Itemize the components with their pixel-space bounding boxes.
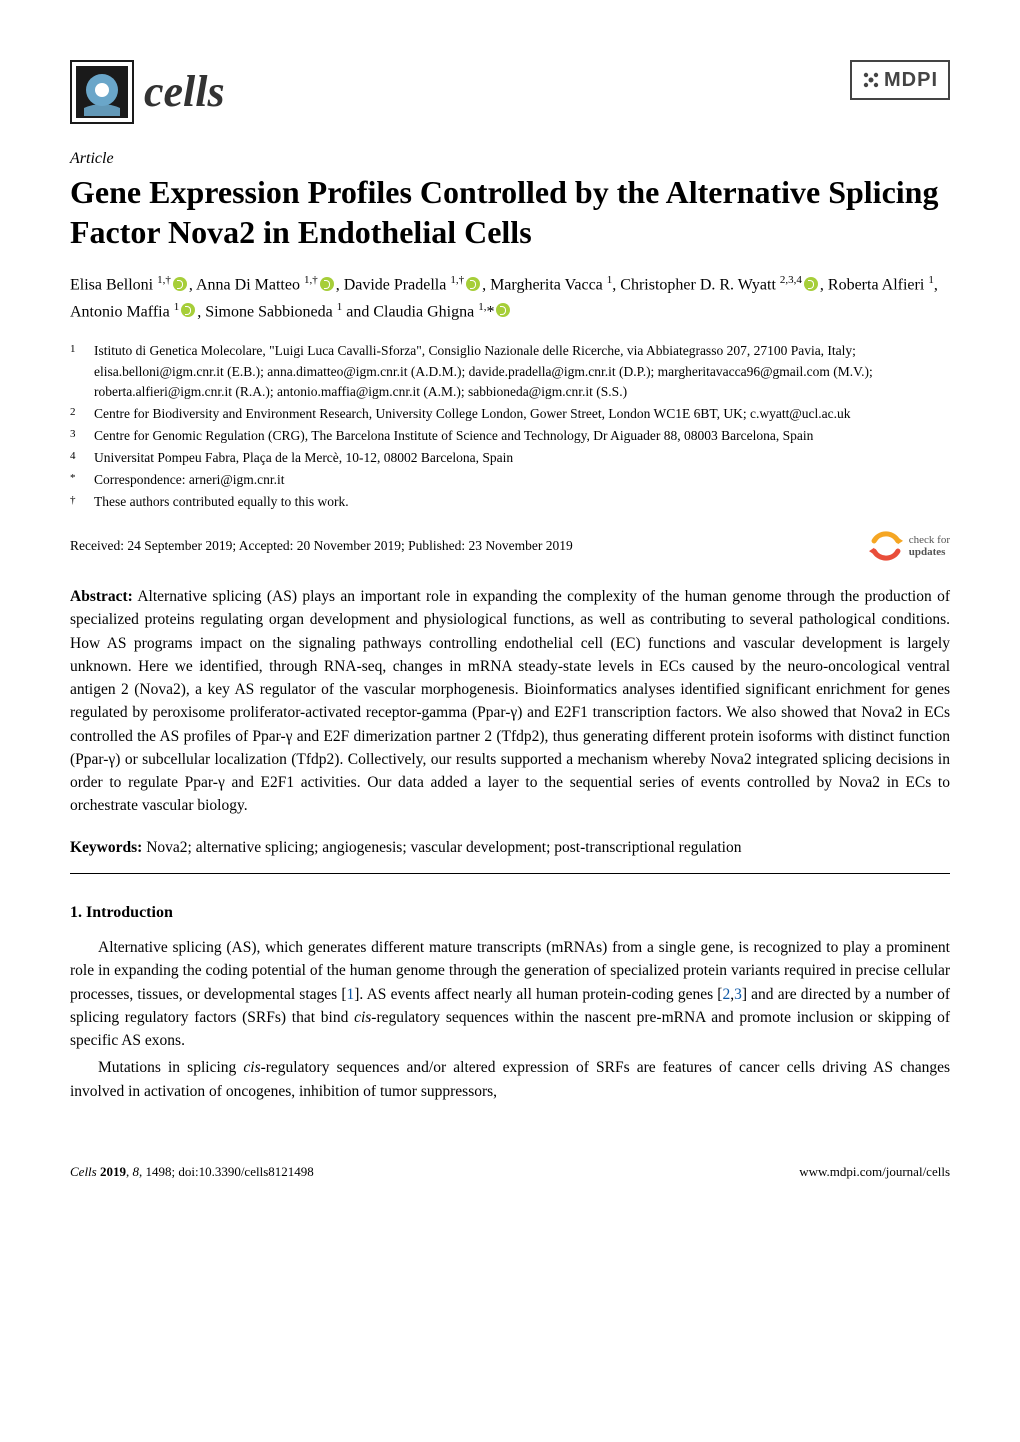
affiliation-text: Centre for Genomic Regulation (CRG), The… bbox=[94, 428, 813, 443]
article-title: Gene Expression Profiles Controlled by t… bbox=[70, 172, 950, 252]
cells-logo-icon bbox=[70, 60, 134, 124]
check-updates-icon bbox=[869, 529, 903, 563]
affiliation-text: Istituto di Genetica Molecolare, "Luigi … bbox=[94, 343, 873, 400]
abstract-label: Abstract: bbox=[70, 588, 133, 605]
keywords-label: Keywords: bbox=[70, 839, 142, 856]
abstract-text: Alternative splicing (AS) plays an impor… bbox=[70, 588, 950, 814]
intro-para-1: Alternative splicing (AS), which generat… bbox=[70, 936, 950, 1052]
check-updates-line2: updates bbox=[909, 546, 946, 558]
journal-name: cells bbox=[144, 61, 225, 123]
article-type: Article bbox=[70, 148, 950, 170]
check-updates-text: check for updates bbox=[909, 534, 950, 558]
affiliation-item: 2Centre for Biodiversity and Environment… bbox=[94, 404, 950, 425]
affiliation-item: †These authors contributed equally to th… bbox=[94, 492, 950, 513]
affiliation-item: 3Centre for Genomic Regulation (CRG), Th… bbox=[94, 426, 950, 447]
received-accepted-published: Received: 24 September 2019; Accepted: 2… bbox=[70, 537, 573, 556]
affiliation-marker: * bbox=[70, 470, 76, 487]
affiliation-text: These authors contributed equally to thi… bbox=[94, 494, 349, 509]
affiliation-text: Correspondence: arneri@igm.cnr.it bbox=[94, 472, 285, 487]
footer-left: Cells 2019, 8, 1498; doi:10.3390/cells81… bbox=[70, 1163, 314, 1181]
abstract: Abstract: Alternative splicing (AS) play… bbox=[70, 585, 950, 818]
dates-row: Received: 24 September 2019; Accepted: 2… bbox=[70, 529, 950, 563]
divider bbox=[70, 873, 950, 874]
author-list: Elisa Belloni 1,†, Anna Di Matteo 1,†, D… bbox=[70, 272, 950, 324]
affiliation-text: Centre for Biodiversity and Environment … bbox=[94, 406, 851, 421]
section-heading-intro: 1. Introduction bbox=[70, 902, 950, 924]
affiliation-marker: † bbox=[70, 492, 76, 509]
check-updates-line1: check for bbox=[909, 534, 950, 546]
affiliation-item: *Correspondence: arneri@igm.cnr.it bbox=[94, 470, 950, 491]
affiliation-marker: 3 bbox=[70, 426, 76, 443]
affiliation-marker: 4 bbox=[70, 448, 76, 465]
publisher-logo: MDPI bbox=[850, 60, 950, 100]
publisher-logo-text: MDPI bbox=[884, 66, 938, 94]
keywords: Keywords: Nova2; alternative splicing; a… bbox=[70, 836, 950, 859]
mdpi-icon bbox=[862, 71, 880, 89]
affiliation-marker: 1 bbox=[70, 341, 76, 358]
page-footer: Cells 2019, 8, 1498; doi:10.3390/cells81… bbox=[70, 1163, 950, 1181]
intro-para-2: Mutations in splicing cis-regulatory seq… bbox=[70, 1056, 950, 1103]
affiliation-item: 4Universitat Pompeu Fabra, Plaça de la M… bbox=[94, 448, 950, 469]
affiliation-text: Universitat Pompeu Fabra, Plaça de la Me… bbox=[94, 450, 513, 465]
affiliation-list: 1 Istituto di Genetica Molecolare, "Luigi… bbox=[70, 341, 950, 513]
affiliation-item: 1Istituto di Genetica Molecolare, "Luigi… bbox=[94, 341, 950, 404]
check-for-updates-badge[interactable]: check for updates bbox=[869, 529, 950, 563]
keywords-text: Nova2; alternative splicing; angiogenesi… bbox=[142, 839, 741, 856]
page-header: cells MDPI bbox=[70, 60, 950, 124]
journal-logo-block: cells bbox=[70, 60, 225, 124]
footer-right: www.mdpi.com/journal/cells bbox=[799, 1163, 950, 1181]
affiliation-marker: 2 bbox=[70, 404, 76, 421]
